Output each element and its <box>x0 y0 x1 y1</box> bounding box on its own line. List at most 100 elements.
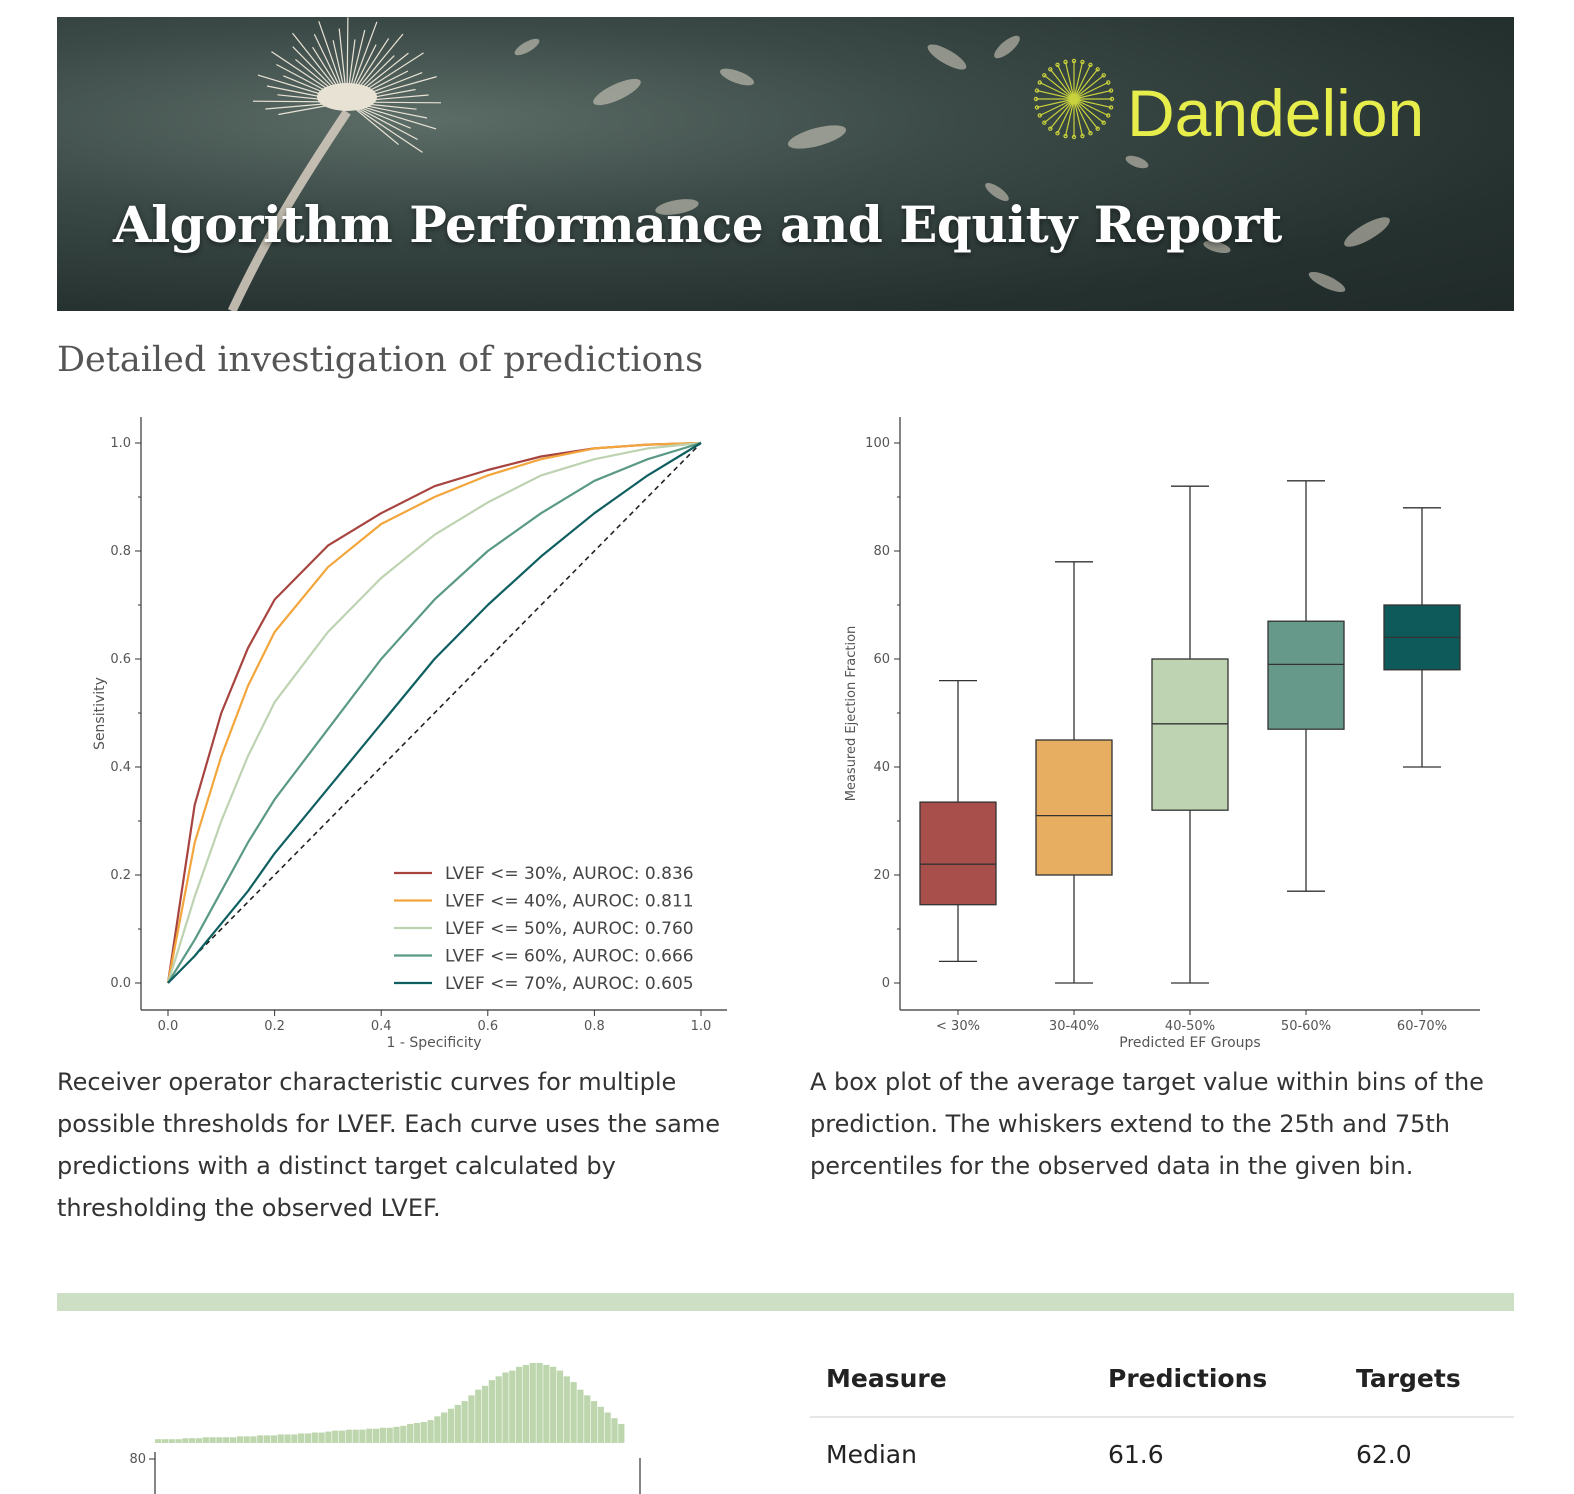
roc-series-line <box>166 441 702 984</box>
histogram-bar <box>189 1438 196 1443</box>
histogram-bar <box>270 1435 278 1443</box>
chance-reference-line <box>167 442 702 984</box>
y-tick-label: 0.4 <box>110 760 131 775</box>
x-tick-label: 60-70% <box>1397 1019 1447 1034</box>
x-tick-label: 0.0 <box>158 1019 179 1034</box>
histogram-bar <box>611 1418 618 1443</box>
x-tick-label: 0.2 <box>264 1019 285 1034</box>
histogram-bar <box>522 1364 530 1443</box>
roc-caption: Receiver operator characteristic curves … <box>57 1068 720 1222</box>
x-tick-label: 1.0 <box>691 1019 712 1034</box>
roc-series-line <box>167 441 702 984</box>
roc-chart: 0.0 0.2 0.4 0.6 0.8 1.0 0.0 0.2 0.4 0.6 0.8 1.0 1 - … <box>92 417 727 1051</box>
roc-series-line <box>166 441 702 984</box>
histogram-bar <box>155 1439 162 1443</box>
histogram-bar <box>250 1436 257 1443</box>
box-iqr <box>1035 739 1113 876</box>
histogram-bar <box>441 1412 448 1443</box>
box-iqr <box>1151 658 1229 811</box>
table-row: Median 61.6 62.0 <box>810 1418 1514 1484</box>
y-tick-label: 0.0 <box>110 976 131 991</box>
header-measure: Measure <box>826 1364 947 1393</box>
y-tick-label: 60 <box>873 652 890 667</box>
y-tick-label: 100 <box>865 436 890 451</box>
histogram-bar <box>434 1416 441 1443</box>
histogram-bar <box>168 1439 175 1443</box>
cell-predictions: 61.6 <box>1108 1440 1164 1469</box>
y-axis-label: Sensitivity <box>92 677 108 750</box>
histogram-bar <box>393 1426 400 1443</box>
histogram-bar <box>407 1423 414 1443</box>
box-iqr <box>1267 620 1345 730</box>
box-group <box>1267 480 1345 892</box>
histogram-bar <box>509 1370 516 1443</box>
box-group <box>1383 507 1461 768</box>
brand-name: Dandelion <box>1127 76 1425 150</box>
histogram-bar <box>325 1431 332 1443</box>
y-tick-label: 20 <box>873 868 890 883</box>
x-tick-label: 40-50% <box>1165 1019 1215 1034</box>
histogram-bar <box>277 1434 284 1443</box>
histogram-bar <box>570 1382 577 1443</box>
histogram-bar <box>475 1389 482 1443</box>
y-tick-label: 40 <box>873 760 890 775</box>
y-tick-label: 0.2 <box>110 868 131 883</box>
histogram-bar <box>413 1423 421 1443</box>
histogram-bar <box>332 1430 339 1443</box>
histogram-bar <box>284 1434 291 1443</box>
box-plot-chart: 0 20 40 60 80 100 Measured Ejection Fraction Pr… <box>844 417 1480 1051</box>
histogram-bar <box>556 1370 564 1443</box>
histogram-bar <box>502 1372 509 1443</box>
histogram-bar <box>257 1435 264 1443</box>
y-tick-label: 0.6 <box>110 652 131 667</box>
histogram-bar <box>563 1376 570 1443</box>
histogram-bar <box>379 1427 386 1443</box>
histogram-bar <box>468 1395 475 1443</box>
histogram-bar <box>311 1432 318 1443</box>
histogram-bar <box>420 1422 427 1443</box>
chart-legend: LVEF <= 30%, AUROC: 0.836 LVEF <= 40%, AU… <box>394 864 694 994</box>
y-tick-label: 80 <box>129 1452 146 1467</box>
histogram-bar <box>584 1395 591 1443</box>
roc-series-line <box>167 442 702 984</box>
legend-label: LVEF <= 70%, AUROC: 0.605 <box>445 974 694 994</box>
section-title: Detailed investigation of predictions <box>57 340 704 380</box>
x-axis-label: Predicted EF Groups <box>1119 1035 1260 1051</box>
histogram-bar <box>618 1423 625 1443</box>
histogram-bar <box>318 1432 325 1443</box>
histogram-bar <box>590 1401 598 1443</box>
histogram-bar <box>352 1429 359 1443</box>
histogram-bar <box>447 1408 455 1443</box>
y-axis-label: Measured Ejection Fraction <box>844 626 859 802</box>
dandelion-logo-icon <box>1033 58 1115 140</box>
histogram-bar <box>161 1439 169 1443</box>
histogram-bar <box>304 1433 312 1443</box>
box-group <box>919 679 997 963</box>
histogram-bar <box>597 1406 604 1443</box>
x-tick-label: 0.6 <box>477 1019 498 1034</box>
histogram-bar <box>298 1433 305 1443</box>
x-axis-label: 1 - Specificity <box>386 1035 481 1051</box>
legend-label: LVEF <= 50%, AUROC: 0.760 <box>445 919 694 939</box>
legend-label: LVEF <= 40%, AUROC: 0.811 <box>445 892 694 912</box>
histogram-bar <box>386 1427 393 1443</box>
histogram-bar <box>550 1366 557 1443</box>
x-tick-label: 0.4 <box>371 1019 392 1034</box>
histogram-bar <box>604 1412 611 1443</box>
histogram-bar <box>454 1404 461 1443</box>
dandelion-photo <box>227 17 1390 311</box>
histogram-bar <box>209 1437 216 1443</box>
histogram-bar <box>175 1439 182 1443</box>
distribution-histogram: 80 <box>129 1363 641 1494</box>
report-title: Algorithm Performance and Equity Report <box>113 195 1282 254</box>
y-tick-label: 1.0 <box>110 436 131 451</box>
histogram-bar <box>291 1434 298 1443</box>
histogram-bar <box>516 1366 523 1443</box>
histogram-bar <box>481 1385 489 1443</box>
box-iqr <box>919 801 997 906</box>
histogram-bar <box>536 1363 543 1443</box>
histogram-bar <box>495 1376 502 1443</box>
histogram-bar <box>488 1380 495 1443</box>
histogram-bar <box>543 1364 550 1443</box>
table-header-row: Measure Predictions Targets <box>810 1350 1514 1418</box>
